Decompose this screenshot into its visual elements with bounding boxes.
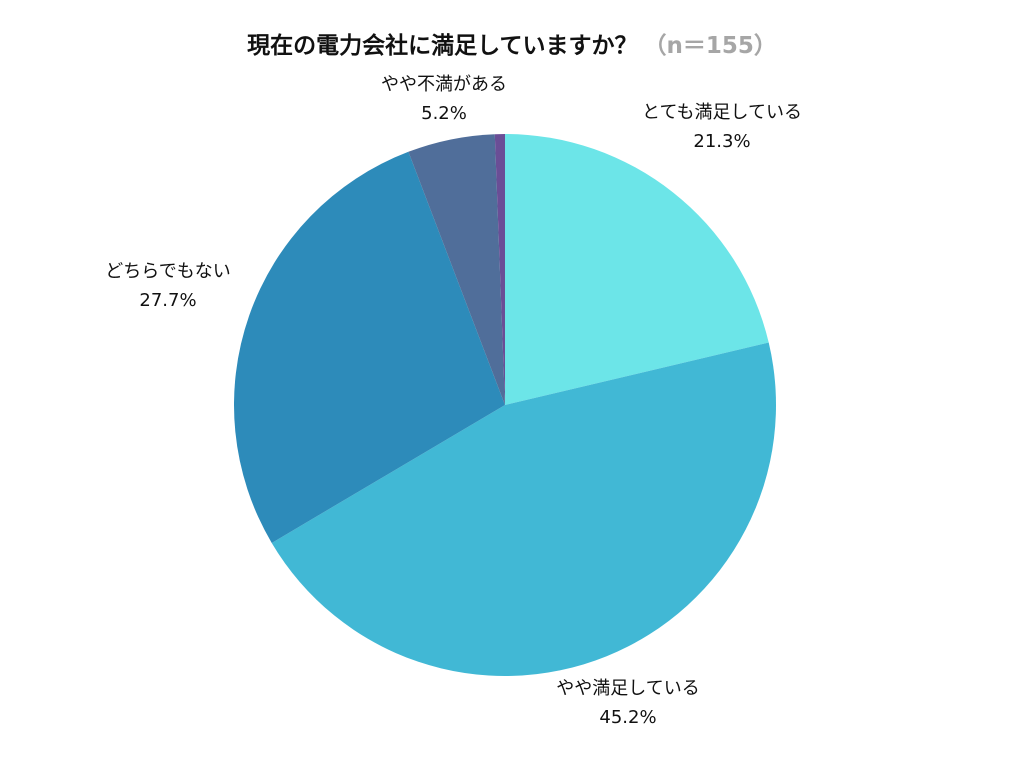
pie-slice-3 — [408, 134, 505, 405]
slice-label-0: とても満足している — [642, 102, 802, 123]
pie-slice-2 — [234, 151, 505, 543]
pie-slice-4 — [494, 133, 505, 405]
pie-slice-1 — [271, 342, 777, 677]
pie-slice-0 — [505, 134, 769, 405]
slice-label-3: やや不満がある — [381, 74, 507, 95]
slice-label-2: どちらでもない — [105, 261, 230, 282]
slice-value-label-3: 5.2% — [421, 103, 467, 124]
slice-value-label-1: 45.2% — [599, 707, 656, 728]
slice-label-1: やや満足している — [556, 678, 699, 699]
sample-size-label: （n＝155） — [643, 33, 777, 59]
chart-title: 現在の電力会社に満足していますか？ （n＝155） — [0, 26, 1024, 60]
chart-title-text: 現在の電力会社に満足していますか？ — [247, 33, 638, 59]
slice-value-label-2: 27.7% — [139, 290, 196, 311]
slice-value-label-0: 21.3% — [693, 131, 750, 152]
